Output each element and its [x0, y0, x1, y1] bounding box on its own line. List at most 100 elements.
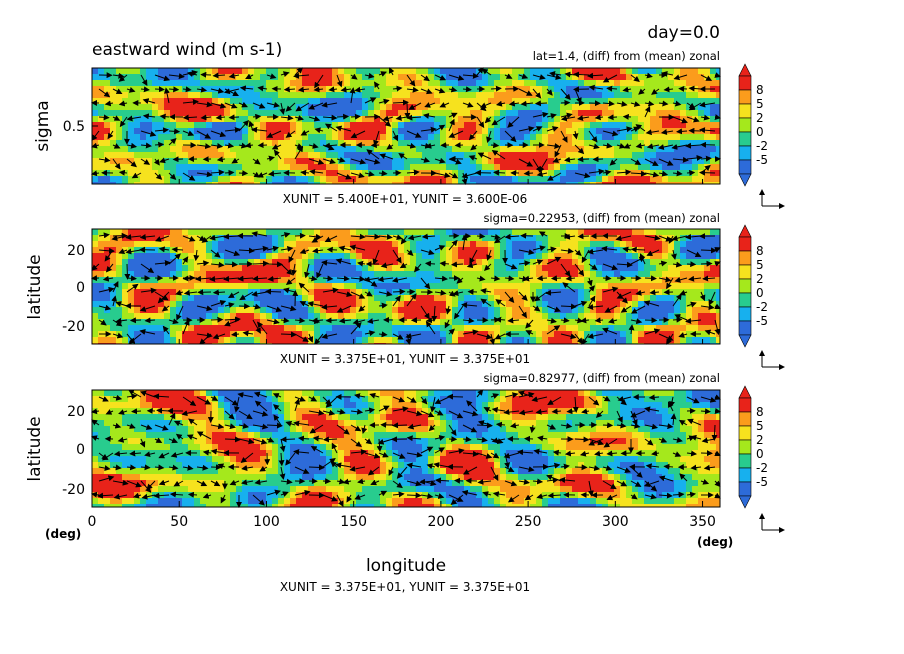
field-cell [410, 331, 417, 338]
field-cell [620, 313, 627, 320]
wind-vector [112, 332, 124, 339]
field-cell [506, 134, 513, 141]
field-cell [236, 337, 243, 344]
field-cell [206, 164, 213, 171]
field-cell [650, 80, 657, 87]
field-cell [272, 134, 279, 141]
field-cell [584, 319, 591, 326]
field-cell [344, 241, 351, 248]
field-cell [254, 98, 261, 105]
field-cell [488, 68, 495, 75]
field-cell [410, 241, 417, 248]
field-cell [374, 68, 381, 75]
field-cell [242, 313, 249, 320]
field-cell [194, 295, 201, 302]
field-cell [380, 80, 387, 87]
field-cell [164, 301, 171, 308]
panel-1-unit-note: XUNIT = 5.400E+01, YUNIT = 3.600E-06 [283, 192, 528, 206]
wind-vector [560, 247, 574, 254]
field-cell [458, 176, 465, 183]
field-cell [440, 92, 447, 99]
field-cell [314, 259, 321, 266]
field-cell [266, 68, 273, 75]
field-cell [482, 337, 489, 344]
field-cell [356, 182, 363, 185]
field-cell [356, 68, 363, 75]
field-cell [278, 158, 285, 165]
field-cell [650, 152, 657, 159]
field-cell [656, 80, 663, 87]
field-cell [470, 295, 477, 302]
field-cell [122, 337, 129, 344]
field-cell [584, 164, 591, 171]
field-cell [680, 80, 687, 87]
field-cell [404, 68, 411, 75]
field-cell [122, 176, 129, 183]
field-cell [188, 116, 195, 123]
field-cell [308, 229, 315, 236]
wind-vector [228, 72, 240, 79]
field-cell [500, 319, 507, 326]
field-cell [602, 271, 609, 278]
field-cell [452, 68, 459, 75]
field-cell [392, 68, 399, 75]
field-cell [212, 164, 219, 171]
field-cell [392, 259, 399, 266]
field-cell [266, 140, 273, 147]
field-cell [230, 80, 237, 87]
wind-vector [606, 85, 618, 92]
field-cell [302, 307, 309, 314]
field-cell [272, 301, 279, 308]
field-cell [296, 110, 303, 117]
field-cell [434, 134, 441, 141]
field-cell [632, 86, 639, 93]
field-cell [116, 235, 123, 242]
field-cell [332, 134, 339, 141]
field-cell [512, 74, 519, 81]
field-cell [284, 259, 291, 266]
field-cell [398, 182, 405, 185]
field-cell [326, 271, 333, 278]
field-cell [416, 271, 423, 278]
wind-vector [702, 275, 716, 282]
field-cell [158, 283, 165, 290]
wind-vector [714, 303, 721, 309]
field-cell [668, 104, 675, 111]
field-cell [242, 110, 249, 117]
field-cell [716, 325, 721, 332]
wind-vector [507, 116, 520, 128]
wind-vector [266, 130, 282, 138]
field-cell [332, 271, 339, 278]
field-cell [308, 253, 315, 260]
field-cell [212, 337, 219, 344]
field-cell [320, 271, 327, 278]
field-cell [578, 331, 585, 338]
field-cell [698, 283, 705, 290]
field-cell [290, 313, 297, 320]
field-cell [512, 92, 519, 99]
field-cell [554, 146, 561, 153]
field-cell [122, 325, 129, 332]
field-cell [182, 110, 189, 117]
field-cell [152, 182, 159, 185]
field-cell [146, 146, 153, 153]
field-cell [260, 265, 267, 272]
field-cell [344, 152, 351, 159]
field-cell [530, 331, 537, 338]
field-cell [680, 259, 687, 266]
field-cell [344, 74, 351, 81]
field-cell [428, 92, 435, 99]
field-cell [704, 235, 711, 242]
wind-vector [126, 283, 139, 293]
field-cell [638, 331, 645, 338]
field-cell [698, 319, 705, 326]
field-cell [248, 128, 255, 135]
field-cell [362, 74, 369, 81]
field-cell [278, 253, 285, 260]
field-cell [308, 140, 315, 147]
field-cell [608, 259, 615, 266]
field-cell [434, 325, 441, 332]
field-cell [440, 146, 447, 153]
field-cell [512, 80, 519, 87]
field-cell [110, 277, 117, 284]
